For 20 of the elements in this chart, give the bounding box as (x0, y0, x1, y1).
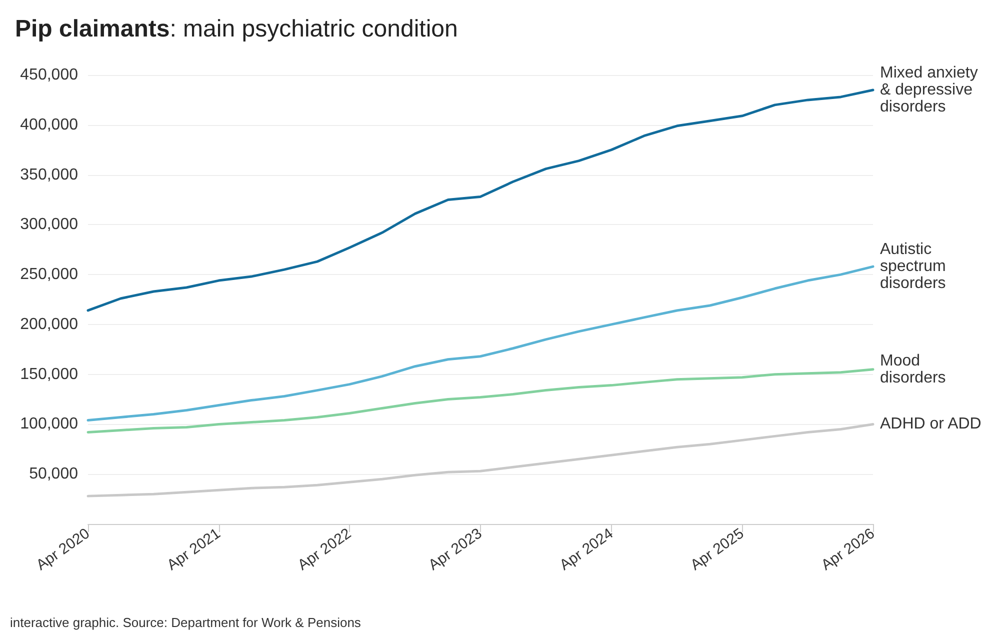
y-tick-label: 450,000 (20, 66, 78, 84)
series-label: Mixed anxiety & depressive disorders (880, 64, 982, 116)
x-tick-label: Apr 2021 (164, 525, 224, 574)
chart-title: Pip claimants: main psychiatric condition (15, 16, 458, 42)
series-label: ADHD or ADD (880, 416, 982, 433)
line-series (86, 265, 874, 422)
series-label: Mood disorders (880, 352, 946, 386)
y-tick-label: 50,000 (29, 466, 78, 483)
line-series (86, 368, 874, 434)
line-series (86, 88, 874, 312)
y-tick-label: 400,000 (20, 116, 78, 134)
series-label: Autistic spectrum disorders (880, 241, 950, 292)
line-series (86, 422, 874, 498)
y-tick-label: 150,000 (20, 366, 78, 383)
y-tick-label: 300,000 (20, 216, 78, 234)
y-tick-label: 250,000 (20, 266, 78, 284)
y-tick-label: 100,000 (20, 416, 78, 433)
text: interactive graphic. Source: Department for Work & Pensions (10, 615, 362, 630)
y-tick-label: 350,000 (20, 166, 78, 184)
y-tick-label: 200,000 (20, 316, 78, 333)
